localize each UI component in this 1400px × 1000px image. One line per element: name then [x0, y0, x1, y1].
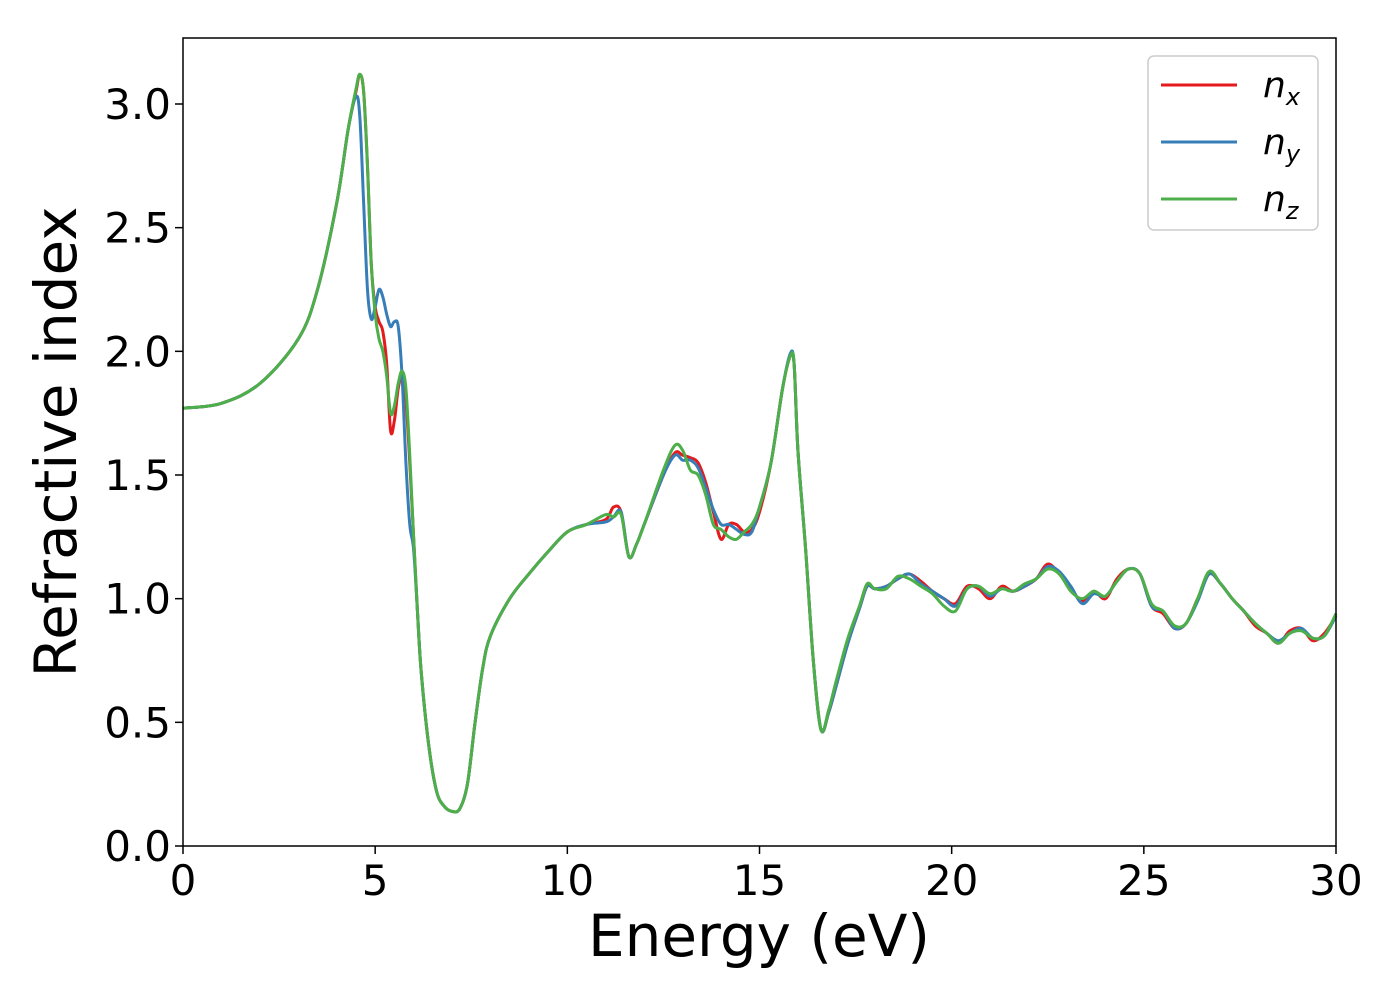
y-axis-title: Refractive index — [22, 206, 90, 677]
x-tick-label: 0 — [170, 856, 197, 905]
y-tick-label: 2.0 — [104, 327, 171, 376]
series-layer — [182, 72, 1338, 814]
x-axis-title: Energy (eV) — [588, 902, 930, 970]
y-tick-label: 3.0 — [104, 80, 171, 129]
legend-label-subscript: x — [1285, 83, 1301, 111]
legend-label-subscript: y — [1285, 140, 1301, 168]
legend-label-y: ny — [1263, 122, 1301, 168]
x-tick-label: 20 — [925, 856, 978, 905]
legend-label-main: n — [1263, 65, 1286, 106]
x-axis-ticks: 0 5 10 15 20 25 30 — [170, 846, 1363, 905]
y-tick-label: 2.5 — [104, 204, 171, 253]
legend-label-main: n — [1263, 179, 1286, 220]
legend-label-x: nx — [1263, 65, 1301, 111]
legend-label-main: n — [1263, 122, 1286, 163]
x-tick-label: 10 — [541, 856, 594, 905]
y-tick-label: 0.5 — [104, 698, 171, 747]
x-tick-label: 15 — [733, 856, 786, 905]
legend-label-z: nz — [1263, 179, 1300, 225]
y-tick-label: 1.0 — [104, 575, 171, 624]
series-line-z — [182, 72, 1338, 814]
legend-label-subscript: z — [1285, 197, 1300, 225]
x-tick-label: 5 — [362, 856, 389, 905]
y-tick-label: 1.5 — [104, 451, 171, 500]
x-tick-label: 25 — [1117, 856, 1170, 905]
y-axis-ticks: 0.0 0.5 1.0 1.5 2.0 2.5 3.0 — [104, 80, 183, 871]
y-tick-label: 0.0 — [104, 822, 171, 871]
x-tick-label: 30 — [1309, 856, 1362, 905]
